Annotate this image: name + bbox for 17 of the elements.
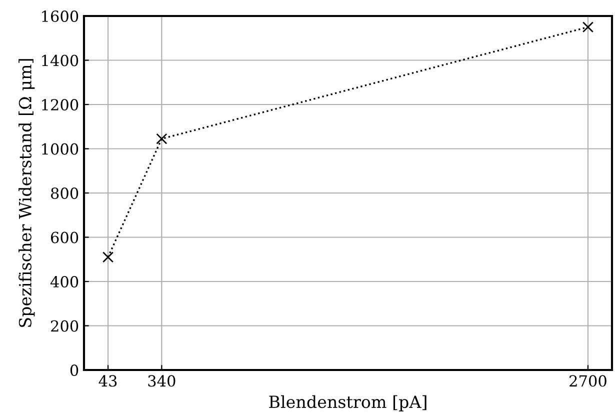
y-tick-label: 800 [51,187,78,200]
y-tick-label: 600 [51,232,78,244]
y-tick-label: 1400 [42,54,78,66]
y-tick-label: 1000 [42,143,78,155]
point [156,133,168,144]
y-tick-label: 400 [50,276,78,288]
x-axis-title: Blendenstrom [pA] [269,395,426,412]
x-tick-label: 2700 [570,375,606,387]
x-tick-label: 43 [98,375,117,387]
point [582,22,594,33]
x-tick-label: 340 [148,375,176,387]
y-axis-title: Spezifischer Widerstand [Ω μm] [18,59,35,327]
y-tick-label: 200 [51,320,78,332]
y-tick-label: 1200 [42,98,78,111]
point [102,252,114,263]
y-tick-label: 0 [70,364,78,376]
y-tick-label: 1600 [42,10,78,22]
